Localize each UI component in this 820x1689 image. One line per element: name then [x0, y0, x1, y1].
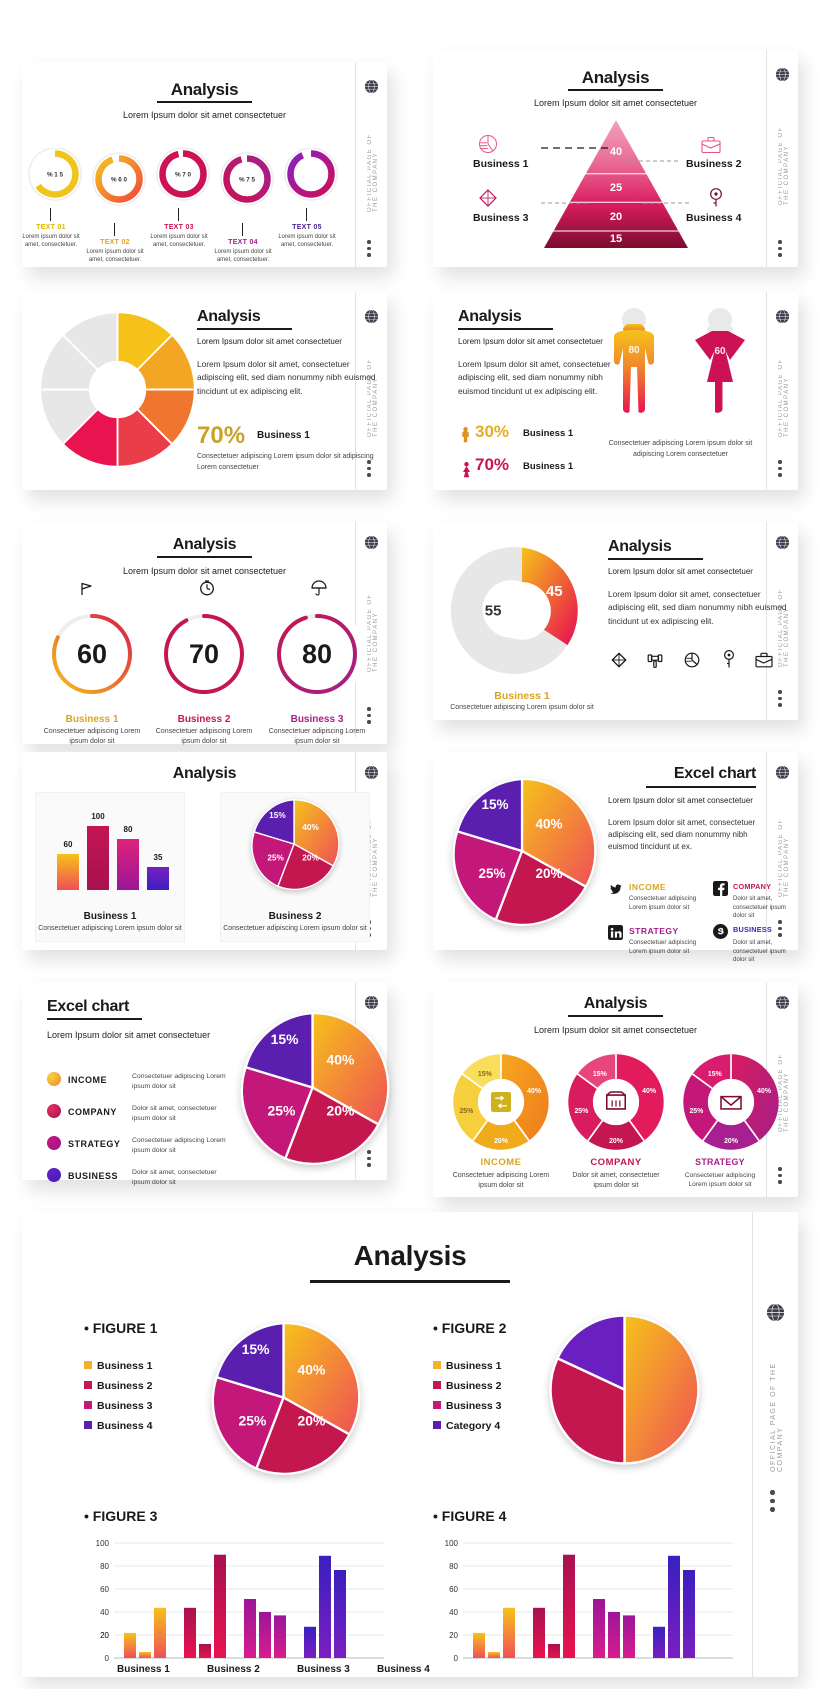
svg-text:0: 0	[454, 1654, 459, 1663]
svg-text:25%: 25%	[459, 1108, 473, 1115]
svg-text:15%: 15%	[242, 1341, 271, 1357]
svg-text:60: 60	[77, 639, 107, 669]
svg-text:25%: 25%	[239, 1412, 268, 1428]
svg-text:70: 70	[189, 639, 219, 669]
svg-text:25%: 25%	[574, 1108, 588, 1115]
svg-text:25: 25	[610, 182, 622, 194]
svg-text:20%: 20%	[302, 854, 319, 863]
svg-text:60: 60	[714, 346, 726, 357]
svg-text:20%: 20%	[609, 1138, 623, 1145]
svg-text:% 9 0: % 9 0	[303, 172, 320, 179]
svg-text:20%: 20%	[326, 1102, 355, 1118]
svg-text:80: 80	[124, 825, 133, 834]
svg-text:45: 45	[546, 583, 563, 600]
svg-text:35: 35	[154, 853, 163, 862]
svg-text:80: 80	[449, 1562, 458, 1571]
svg-text:% 7 5: % 7 5	[239, 177, 256, 184]
svg-text:20%: 20%	[297, 1412, 326, 1428]
svg-text:40%: 40%	[297, 1361, 326, 1377]
svg-text:55: 55	[485, 603, 502, 620]
svg-text:80: 80	[302, 639, 332, 669]
svg-text:15%: 15%	[271, 1031, 300, 1047]
svg-text:40%: 40%	[535, 817, 562, 832]
svg-text:20: 20	[449, 1631, 458, 1640]
svg-text:25%: 25%	[268, 1102, 297, 1118]
svg-text:15: 15	[610, 233, 622, 245]
svg-text:20: 20	[610, 211, 622, 223]
svg-text:60: 60	[449, 1585, 458, 1594]
svg-text:15%: 15%	[478, 1071, 492, 1078]
svg-text:60: 60	[100, 1585, 109, 1594]
svg-text:20%: 20%	[494, 1138, 508, 1145]
svg-text:100: 100	[91, 812, 105, 821]
svg-text:40%: 40%	[326, 1051, 355, 1067]
svg-text:25%: 25%	[689, 1108, 703, 1115]
svg-text:% 6 0: % 6 0	[111, 177, 128, 184]
svg-text:40%: 40%	[642, 1088, 656, 1095]
svg-text:15%: 15%	[593, 1071, 607, 1078]
svg-text:40%: 40%	[527, 1088, 541, 1095]
svg-text:40: 40	[449, 1608, 458, 1617]
svg-text:25%: 25%	[267, 854, 284, 863]
svg-text:20%: 20%	[724, 1138, 738, 1145]
svg-text:% 7 0: % 7 0	[175, 172, 192, 179]
svg-text:100: 100	[445, 1539, 459, 1548]
svg-text:0: 0	[105, 1654, 110, 1663]
svg-text:25%: 25%	[478, 866, 505, 881]
svg-text:15%: 15%	[708, 1071, 722, 1078]
svg-text:80: 80	[628, 345, 640, 356]
svg-text:40: 40	[610, 146, 622, 158]
svg-text:100: 100	[96, 1539, 110, 1548]
svg-text:80: 80	[100, 1562, 109, 1571]
svg-text:60: 60	[64, 840, 73, 849]
svg-text:20%: 20%	[535, 866, 562, 881]
svg-text:40: 40	[100, 1608, 109, 1617]
svg-text:15%: 15%	[481, 797, 508, 812]
svg-text:15%: 15%	[269, 811, 286, 820]
svg-text:40%: 40%	[302, 823, 319, 832]
svg-text:20: 20	[100, 1631, 109, 1640]
svg-text:40%: 40%	[757, 1088, 771, 1095]
svg-text:% 1 5: % 1 5	[47, 172, 64, 179]
